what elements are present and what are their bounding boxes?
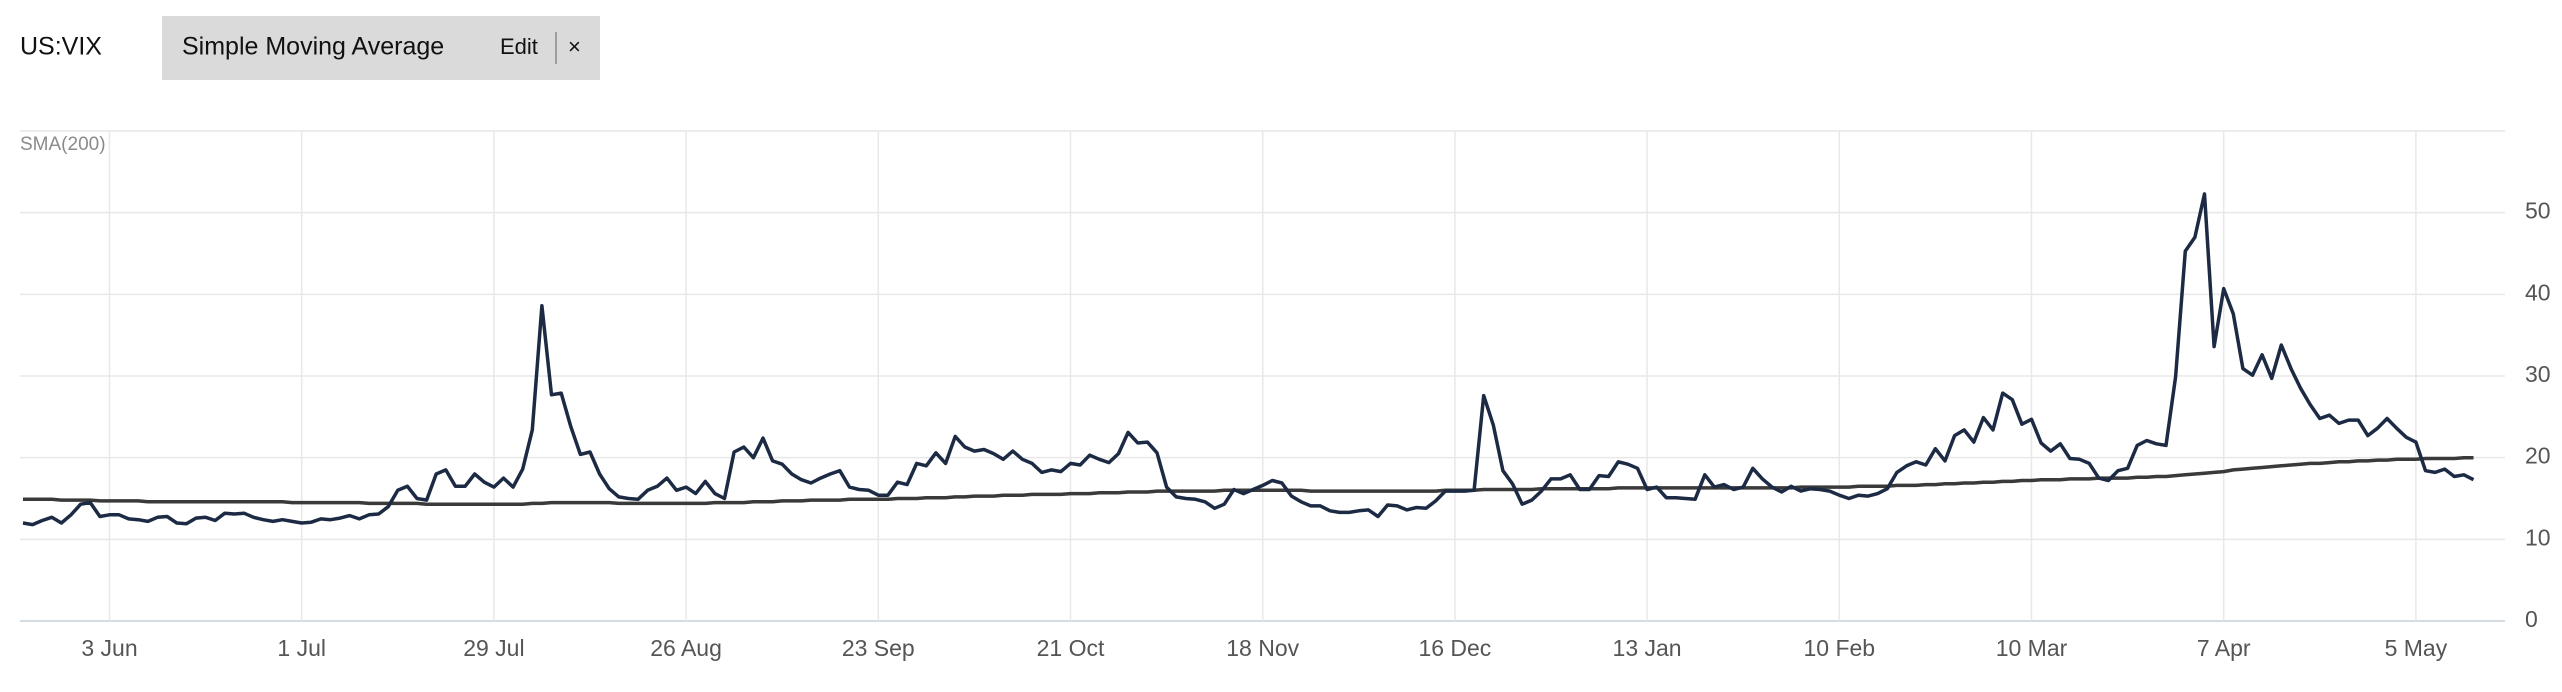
y-tick-label: 50	[2525, 198, 2551, 224]
y-tick-label: 40	[2525, 279, 2551, 305]
x-tick-label: 5 May	[2385, 635, 2448, 661]
indicator-name: SMA(200)	[20, 134, 106, 155]
x-tick-label: 29 Jul	[463, 635, 524, 661]
x-tick-label: 13 Jan	[1613, 635, 1682, 661]
x-tick-label: 16 Dec	[1418, 635, 1491, 661]
y-tick-label: 30	[2525, 361, 2551, 387]
x-tick-label: 1 Jul	[277, 635, 326, 661]
y-tick-label: 0	[2525, 606, 2538, 632]
x-tick-label: 7 Apr	[2197, 635, 2251, 661]
x-tick-label: 21 Oct	[1037, 635, 1105, 661]
line-series	[22, 192, 2475, 527]
close-button[interactable]: ×	[568, 34, 581, 59]
indicator-chip	[162, 16, 600, 80]
x-tick-label: 23 Sep	[842, 635, 915, 661]
indicator-label: Simple Moving Average	[182, 33, 444, 61]
y-tick-label: 20	[2525, 443, 2551, 469]
x-tick-label: 18 Nov	[1226, 635, 1299, 661]
x-tick-label: 26 Aug	[650, 635, 722, 661]
edit-button[interactable]: Edit	[500, 34, 538, 59]
y-tick-label: 10	[2525, 524, 2551, 550]
symbol: US:VIX	[20, 33, 102, 61]
x-tick-label: 3 Jun	[81, 635, 137, 661]
x-tick-label: 10 Feb	[1803, 635, 1875, 661]
x-tick-label: 10 Mar	[1996, 635, 2068, 661]
